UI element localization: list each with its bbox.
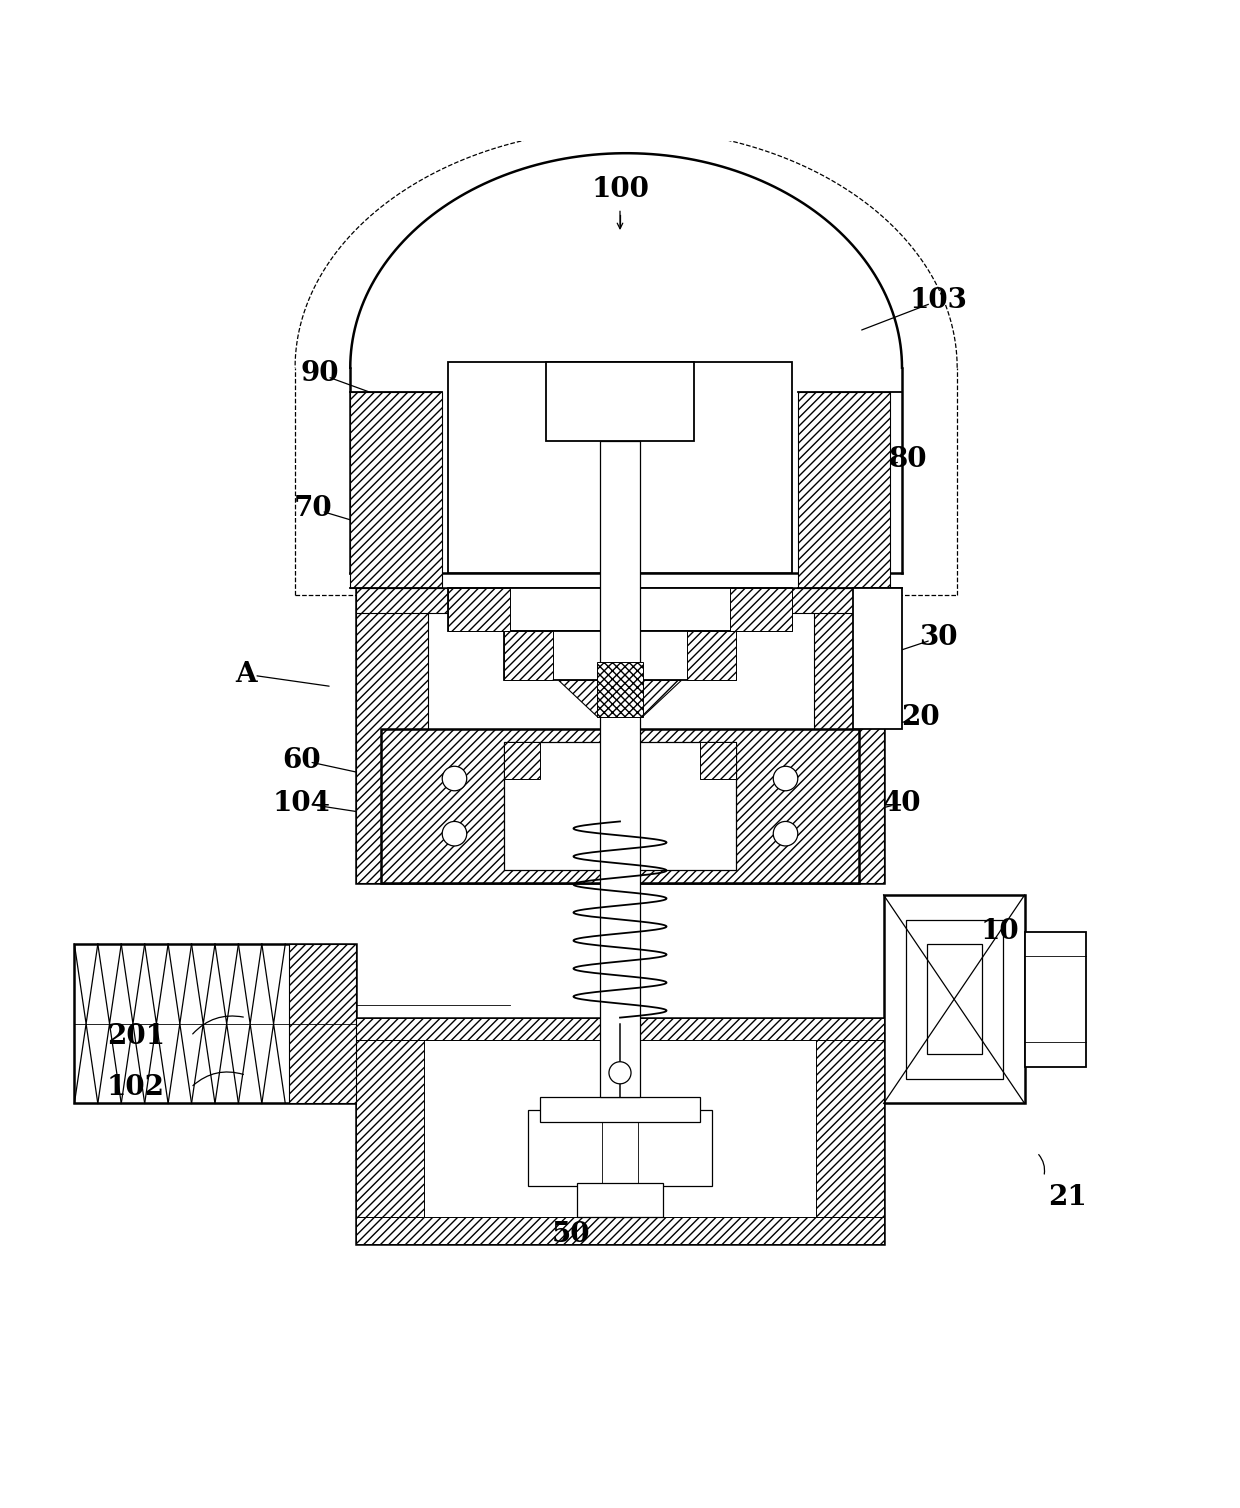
- Text: 21: 21: [1048, 1184, 1087, 1211]
- Bar: [541, 1098, 699, 1122]
- Bar: [381, 730, 859, 882]
- Bar: [350, 392, 443, 588]
- Text: 102: 102: [107, 1074, 165, 1101]
- Bar: [596, 662, 644, 718]
- Bar: [356, 1018, 884, 1244]
- Bar: [730, 588, 791, 632]
- Text: 100: 100: [591, 176, 649, 204]
- Bar: [503, 632, 553, 680]
- Text: 50: 50: [552, 1221, 590, 1249]
- Bar: [356, 1039, 424, 1217]
- Bar: [699, 742, 737, 778]
- Text: 60: 60: [281, 746, 320, 774]
- Bar: [1024, 932, 1086, 1066]
- Circle shape: [774, 766, 797, 790]
- Text: A: A: [236, 661, 257, 688]
- Bar: [687, 632, 737, 680]
- Circle shape: [609, 1062, 631, 1084]
- Text: 30: 30: [920, 624, 959, 651]
- Text: 10: 10: [981, 918, 1019, 946]
- Bar: [813, 588, 884, 882]
- Text: 103: 103: [910, 287, 967, 314]
- Bar: [528, 1110, 712, 1185]
- Text: 104: 104: [273, 790, 330, 816]
- Bar: [600, 442, 640, 1098]
- Bar: [356, 1217, 884, 1244]
- Bar: [449, 362, 791, 573]
- Circle shape: [443, 822, 466, 846]
- Bar: [381, 730, 859, 882]
- Bar: [356, 1018, 884, 1039]
- Text: 201: 201: [107, 1022, 165, 1050]
- Bar: [816, 1039, 884, 1217]
- Bar: [74, 944, 356, 1104]
- Bar: [503, 632, 737, 680]
- Text: 80: 80: [889, 446, 928, 474]
- Bar: [289, 944, 356, 1104]
- Bar: [547, 362, 693, 442]
- Bar: [503, 742, 737, 870]
- Bar: [356, 588, 884, 612]
- Bar: [797, 392, 890, 588]
- Bar: [905, 920, 1003, 1078]
- Bar: [926, 944, 982, 1054]
- Text: 90: 90: [300, 360, 339, 388]
- Bar: [884, 896, 1024, 1104]
- Bar: [356, 588, 884, 882]
- Bar: [598, 680, 642, 718]
- Polygon shape: [559, 680, 681, 718]
- Circle shape: [443, 766, 466, 790]
- Bar: [449, 588, 510, 632]
- Text: 40: 40: [883, 790, 921, 816]
- Bar: [356, 588, 428, 882]
- Bar: [577, 1184, 663, 1217]
- Bar: [449, 588, 791, 632]
- Circle shape: [774, 822, 797, 846]
- Text: 20: 20: [901, 704, 940, 731]
- Bar: [503, 742, 541, 778]
- Text: 70: 70: [294, 495, 332, 522]
- Bar: [853, 588, 901, 730]
